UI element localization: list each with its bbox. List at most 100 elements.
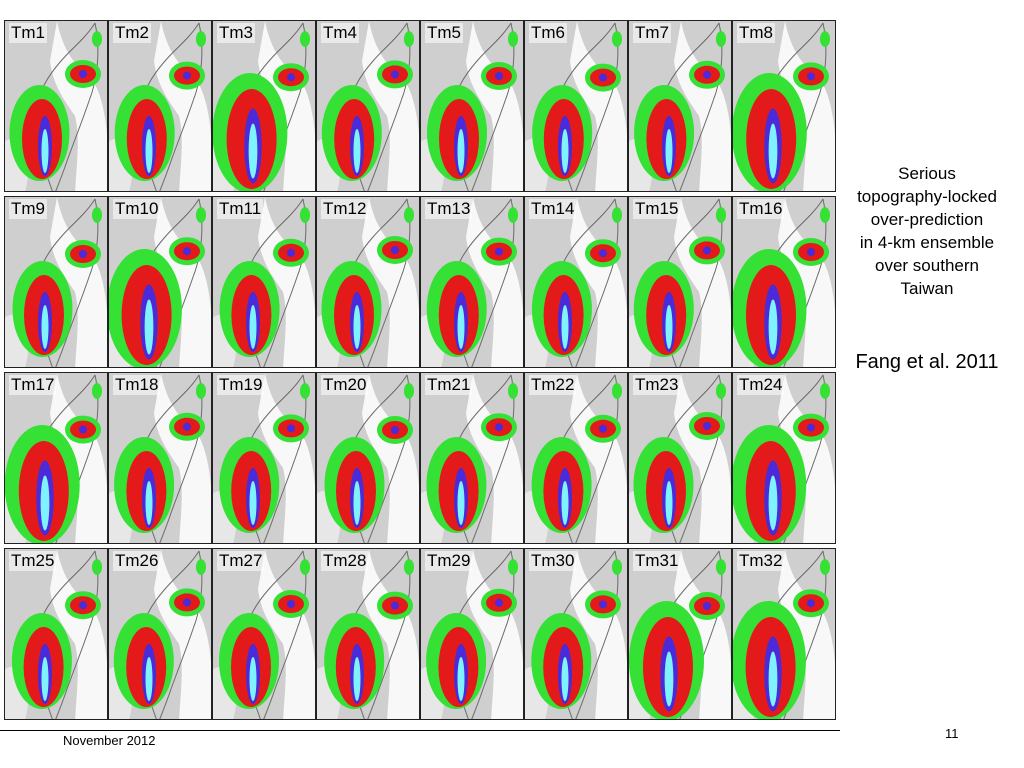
rainfall-map <box>109 373 211 543</box>
rainfall-map <box>317 373 419 543</box>
rainfall-map <box>317 197 419 367</box>
ensemble-member-panel: Tm4 <box>316 20 420 192</box>
ensemble-member-panel: Tm6 <box>524 20 628 192</box>
caption-line: over-prediction <box>870 210 984 229</box>
rainfall-map <box>213 21 315 191</box>
ensemble-member-panel: Tm24 <box>732 372 836 544</box>
member-label: Tm3 <box>217 23 255 43</box>
caption-line: in 4-km ensemble <box>859 233 995 252</box>
member-label: Tm32 <box>737 551 785 571</box>
caption-line: Serious <box>898 164 956 183</box>
rainfall-map <box>109 21 211 191</box>
ensemble-member-panel: Tm10 <box>108 196 212 368</box>
ensemble-member-panel: Tm9 <box>4 196 108 368</box>
ensemble-member-panel: Tm13 <box>420 196 524 368</box>
citation: Fang et al. 2011 <box>855 351 999 373</box>
member-label: Tm15 <box>633 199 681 219</box>
ensemble-member-panel: Tm3 <box>212 20 316 192</box>
ensemble-member-panel: Tm5 <box>420 20 524 192</box>
rainfall-map <box>213 373 315 543</box>
rainfall-map <box>109 549 211 719</box>
member-label: Tm9 <box>9 199 47 219</box>
caption-line: Taiwan <box>900 279 954 298</box>
ensemble-member-panel: Tm26 <box>108 548 212 720</box>
rainfall-map <box>109 197 211 367</box>
ensemble-member-panel: Tm2 <box>108 20 212 192</box>
ensemble-member-panel: Tm23 <box>628 372 732 544</box>
member-label: Tm13 <box>425 199 473 219</box>
member-label: Tm1 <box>9 23 47 43</box>
ensemble-member-panel: Tm18 <box>108 372 212 544</box>
member-label: Tm29 <box>425 551 473 571</box>
rainfall-map <box>525 197 627 367</box>
ensemble-member-panel: Tm15 <box>628 196 732 368</box>
ensemble-member-panel: Tm27 <box>212 548 316 720</box>
member-label: Tm26 <box>113 551 161 571</box>
rainfall-map <box>421 373 523 543</box>
rainfall-map <box>5 197 107 367</box>
member-label: Tm18 <box>113 375 161 395</box>
rainfall-map <box>5 549 107 719</box>
rainfall-map <box>629 197 731 367</box>
member-label: Tm6 <box>529 23 567 43</box>
member-label: Tm7 <box>633 23 671 43</box>
rainfall-map <box>421 197 523 367</box>
rainfall-map <box>629 549 731 719</box>
ensemble-member-panel: Tm8 <box>732 20 836 192</box>
member-label: Tm21 <box>425 375 473 395</box>
member-label: Tm30 <box>529 551 577 571</box>
member-label: Tm5 <box>425 23 463 43</box>
ensemble-member-panel: Tm16 <box>732 196 836 368</box>
caption-line: topography-locked <box>857 187 997 206</box>
member-label: Tm19 <box>217 375 265 395</box>
ensemble-member-panel: Tm29 <box>420 548 524 720</box>
rainfall-map <box>733 197 835 367</box>
rainfall-map <box>525 549 627 719</box>
rainfall-map <box>733 373 835 543</box>
member-label: Tm12 <box>321 199 369 219</box>
member-label: Tm27 <box>217 551 265 571</box>
page-number: 11 <box>945 726 959 741</box>
member-label: Tm23 <box>633 375 681 395</box>
member-label: Tm24 <box>737 375 785 395</box>
member-label: Tm28 <box>321 551 369 571</box>
rainfall-map <box>317 549 419 719</box>
ensemble-member-panel: Tm25 <box>4 548 108 720</box>
caption-line: over southern <box>875 256 979 275</box>
member-label: Tm8 <box>737 23 775 43</box>
ensemble-member-panel: Tm19 <box>212 372 316 544</box>
member-label: Tm17 <box>9 375 57 395</box>
member-label: Tm22 <box>529 375 577 395</box>
rainfall-map <box>421 549 523 719</box>
footer-date: November 2012 <box>63 733 156 748</box>
ensemble-member-panel: Tm12 <box>316 196 420 368</box>
member-label: Tm16 <box>737 199 785 219</box>
member-label: Tm2 <box>113 23 151 43</box>
rainfall-map <box>733 549 835 719</box>
member-label: Tm14 <box>529 199 577 219</box>
ensemble-member-panel: Tm20 <box>316 372 420 544</box>
slide-caption: Serious topography-locked over-predictio… <box>836 162 1018 300</box>
ensemble-member-panel: Tm30 <box>524 548 628 720</box>
rainfall-map <box>421 21 523 191</box>
rainfall-map <box>317 21 419 191</box>
rainfall-map <box>5 373 107 543</box>
ensemble-member-panel: Tm31 <box>628 548 732 720</box>
rainfall-map <box>213 549 315 719</box>
ensemble-member-panel: Tm7 <box>628 20 732 192</box>
ensemble-member-panel: Tm22 <box>524 372 628 544</box>
member-label: Tm4 <box>321 23 359 43</box>
member-label: Tm20 <box>321 375 369 395</box>
rainfall-map <box>629 21 731 191</box>
ensemble-member-panel: Tm21 <box>420 372 524 544</box>
rainfall-map <box>213 197 315 367</box>
ensemble-member-panel: Tm28 <box>316 548 420 720</box>
member-label: Tm31 <box>633 551 681 571</box>
ensemble-member-panel: Tm32 <box>732 548 836 720</box>
ensemble-member-panel: Tm17 <box>4 372 108 544</box>
rainfall-map <box>629 373 731 543</box>
ensemble-member-panel: Tm1 <box>4 20 108 192</box>
rainfall-map <box>525 21 627 191</box>
rainfall-map <box>525 373 627 543</box>
member-label: Tm10 <box>113 199 161 219</box>
